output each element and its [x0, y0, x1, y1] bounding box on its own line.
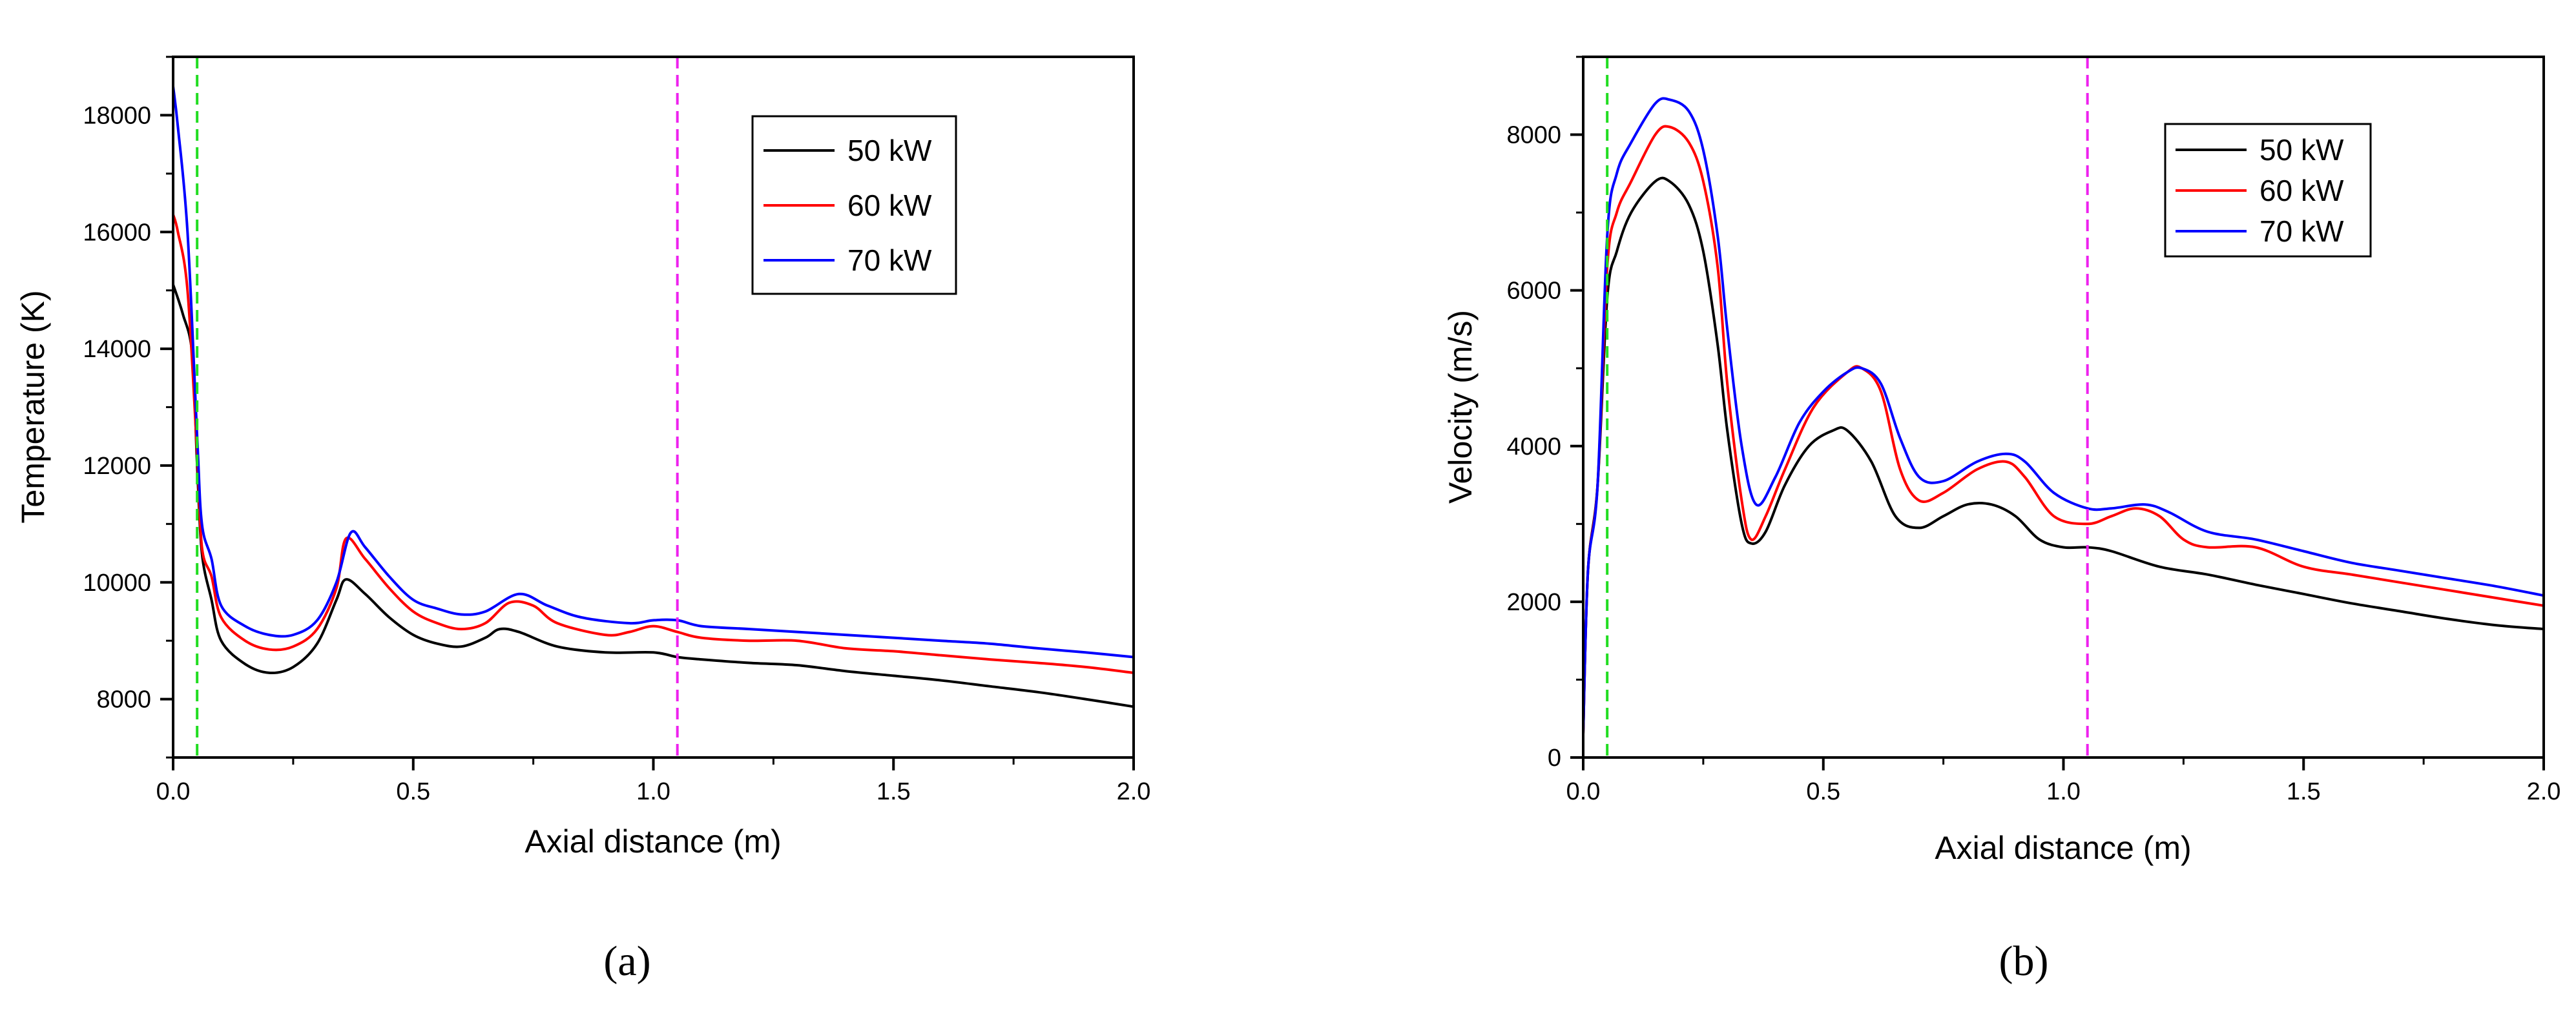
caption-b: (b) [1999, 938, 2049, 985]
velocity-y-tick-label: 2000 [1506, 589, 1561, 616]
temperature-y-tick-label: 8000 [96, 686, 151, 714]
temperature-chart: 0.0 0.5 1.0 1.5 2.0 8000 10000 12000 14000 16000 1… [15, 56, 1151, 985]
temperature-y-tick-label: 16000 [83, 219, 151, 246]
temperature-series-60kw [172, 214, 1134, 674]
velocity-y-tick-label: 8000 [1506, 122, 1561, 149]
temperature-y-tick-label: 14000 [83, 336, 151, 363]
temperature-series-70kw [172, 85, 1134, 659]
velocity-plot-frame [1582, 56, 2545, 759]
velocity-x-tick-label: 1.0 [2046, 778, 2081, 805]
temperature-legend-label-50kw: 50 kW [847, 134, 932, 167]
velocity-plot-lines [1582, 57, 2544, 758]
velocity-legend-label-70kw: 70 kW [2259, 214, 2344, 248]
temperature-y-tick-label: 18000 [83, 102, 151, 129]
velocity-chart: 0.0 0.5 1.0 1.5 2.0 0 2000 4000 6000 8000 Axial d… [1442, 56, 2561, 985]
velocity-x-tick-label: 0.0 [1566, 778, 1601, 805]
temperature-ticks: 0.0 0.5 1.0 1.5 2.0 8000 10000 12000 14000 16000 1… [83, 56, 1151, 805]
temperature-legend: 50 kW 60 kW 70 kW [751, 115, 957, 295]
temperature-x-tick-label: 1.5 [877, 778, 911, 805]
temperature-y-tick-label: 12000 [83, 453, 151, 480]
temperature-x-tick-label: 0.0 [156, 778, 191, 805]
velocity-ticks: 0.0 0.5 1.0 1.5 2.0 0 2000 4000 6000 8000 [1506, 56, 2561, 805]
velocity-x-axis-title: Axial distance (m) [1935, 830, 2191, 866]
temperature-x-axis-title: Axial distance (m) [525, 823, 781, 860]
temperature-legend-label-60kw: 60 kW [847, 189, 932, 222]
velocity-x-tick-label: 1.5 [2287, 778, 2321, 805]
velocity-series-70kw [1582, 97, 2544, 734]
velocity-y-tick-label: 6000 [1506, 278, 1561, 305]
velocity-legend-label-50kw: 50 kW [2259, 133, 2344, 167]
temperature-series-50kw [172, 283, 1134, 708]
velocity-y-tick-label: 4000 [1506, 433, 1561, 460]
temperature-plot-lines [172, 57, 1134, 758]
velocity-legend-label-60kw: 60 kW [2259, 174, 2344, 207]
temperature-legend-label-70kw: 70 kW [847, 243, 932, 277]
temperature-x-tick-label: 0.5 [396, 778, 430, 805]
velocity-y-tick-label: 0 [1548, 745, 1561, 772]
temperature-y-tick-label: 10000 [83, 570, 151, 597]
caption-a: (a) [603, 938, 650, 985]
velocity-x-tick-label: 0.5 [1806, 778, 1840, 805]
velocity-y-axis-title: Velocity (m/s) [1442, 310, 1479, 504]
velocity-series-50kw [1582, 176, 2544, 734]
velocity-legend: 50 kW 60 kW 70 kW [2164, 123, 2372, 258]
temperature-x-tick-label: 1.0 [636, 778, 670, 805]
temperature-y-axis-title: Temperature (K) [15, 290, 51, 523]
velocity-x-tick-label: 2.0 [2527, 778, 2561, 805]
temperature-x-tick-label: 2.0 [1117, 778, 1151, 805]
